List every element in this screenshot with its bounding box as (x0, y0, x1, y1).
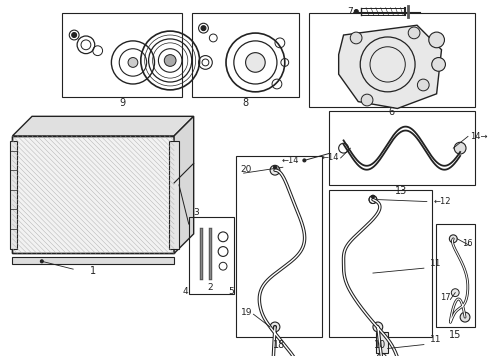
Polygon shape (12, 136, 174, 253)
Circle shape (459, 312, 469, 322)
Bar (435, 224, 474, 327)
Text: 20: 20 (240, 165, 251, 174)
Bar (169, 141, 179, 248)
Circle shape (431, 58, 445, 71)
Circle shape (72, 32, 77, 37)
Circle shape (448, 235, 456, 243)
Text: 4: 4 (183, 287, 188, 296)
Text: 8: 8 (242, 98, 248, 108)
Text: 10: 10 (373, 339, 385, 350)
Bar (328, 190, 431, 337)
Polygon shape (338, 25, 441, 108)
Circle shape (428, 32, 444, 48)
Bar (235, 156, 322, 337)
Circle shape (372, 322, 382, 332)
Circle shape (349, 32, 361, 44)
Text: ←12: ←12 (433, 197, 450, 206)
Bar (328, 112, 474, 185)
Circle shape (128, 58, 138, 67)
Polygon shape (174, 116, 193, 253)
Bar (12, 257, 174, 264)
Bar (62, 13, 182, 97)
Text: 11: 11 (429, 259, 440, 268)
Circle shape (371, 195, 374, 198)
Circle shape (245, 53, 264, 72)
Text: 19: 19 (240, 308, 252, 317)
Text: 18: 18 (272, 339, 285, 350)
Circle shape (450, 289, 458, 297)
Circle shape (41, 260, 43, 263)
Circle shape (269, 165, 279, 175)
Text: 2: 2 (207, 283, 213, 292)
Circle shape (453, 142, 465, 154)
Text: 13: 13 (394, 186, 407, 196)
Text: 6: 6 (387, 107, 394, 117)
Bar (308, 13, 474, 107)
Circle shape (273, 166, 276, 169)
Bar (375, 332, 387, 354)
Circle shape (273, 325, 276, 328)
Text: ←14: ←14 (282, 156, 299, 165)
Text: 7: 7 (347, 7, 353, 16)
Circle shape (269, 322, 279, 332)
Text: 11: 11 (429, 335, 440, 344)
Polygon shape (12, 116, 193, 136)
Bar (9, 141, 17, 248)
Text: 9: 9 (119, 98, 125, 108)
Circle shape (201, 26, 205, 31)
Circle shape (417, 79, 428, 91)
Text: 17: 17 (440, 293, 450, 302)
Text: 1: 1 (89, 266, 96, 276)
Text: 15: 15 (448, 330, 461, 340)
Text: 16: 16 (461, 239, 472, 248)
Circle shape (164, 55, 176, 66)
Circle shape (302, 159, 305, 162)
Circle shape (354, 10, 358, 13)
Circle shape (361, 94, 372, 106)
Bar (191, 13, 299, 97)
Bar (188, 217, 233, 294)
Circle shape (407, 27, 419, 39)
Text: 14→: 14→ (469, 132, 487, 141)
Text: ←14: ←14 (321, 153, 338, 162)
Text: 5: 5 (227, 287, 233, 296)
Text: 3: 3 (193, 208, 199, 217)
